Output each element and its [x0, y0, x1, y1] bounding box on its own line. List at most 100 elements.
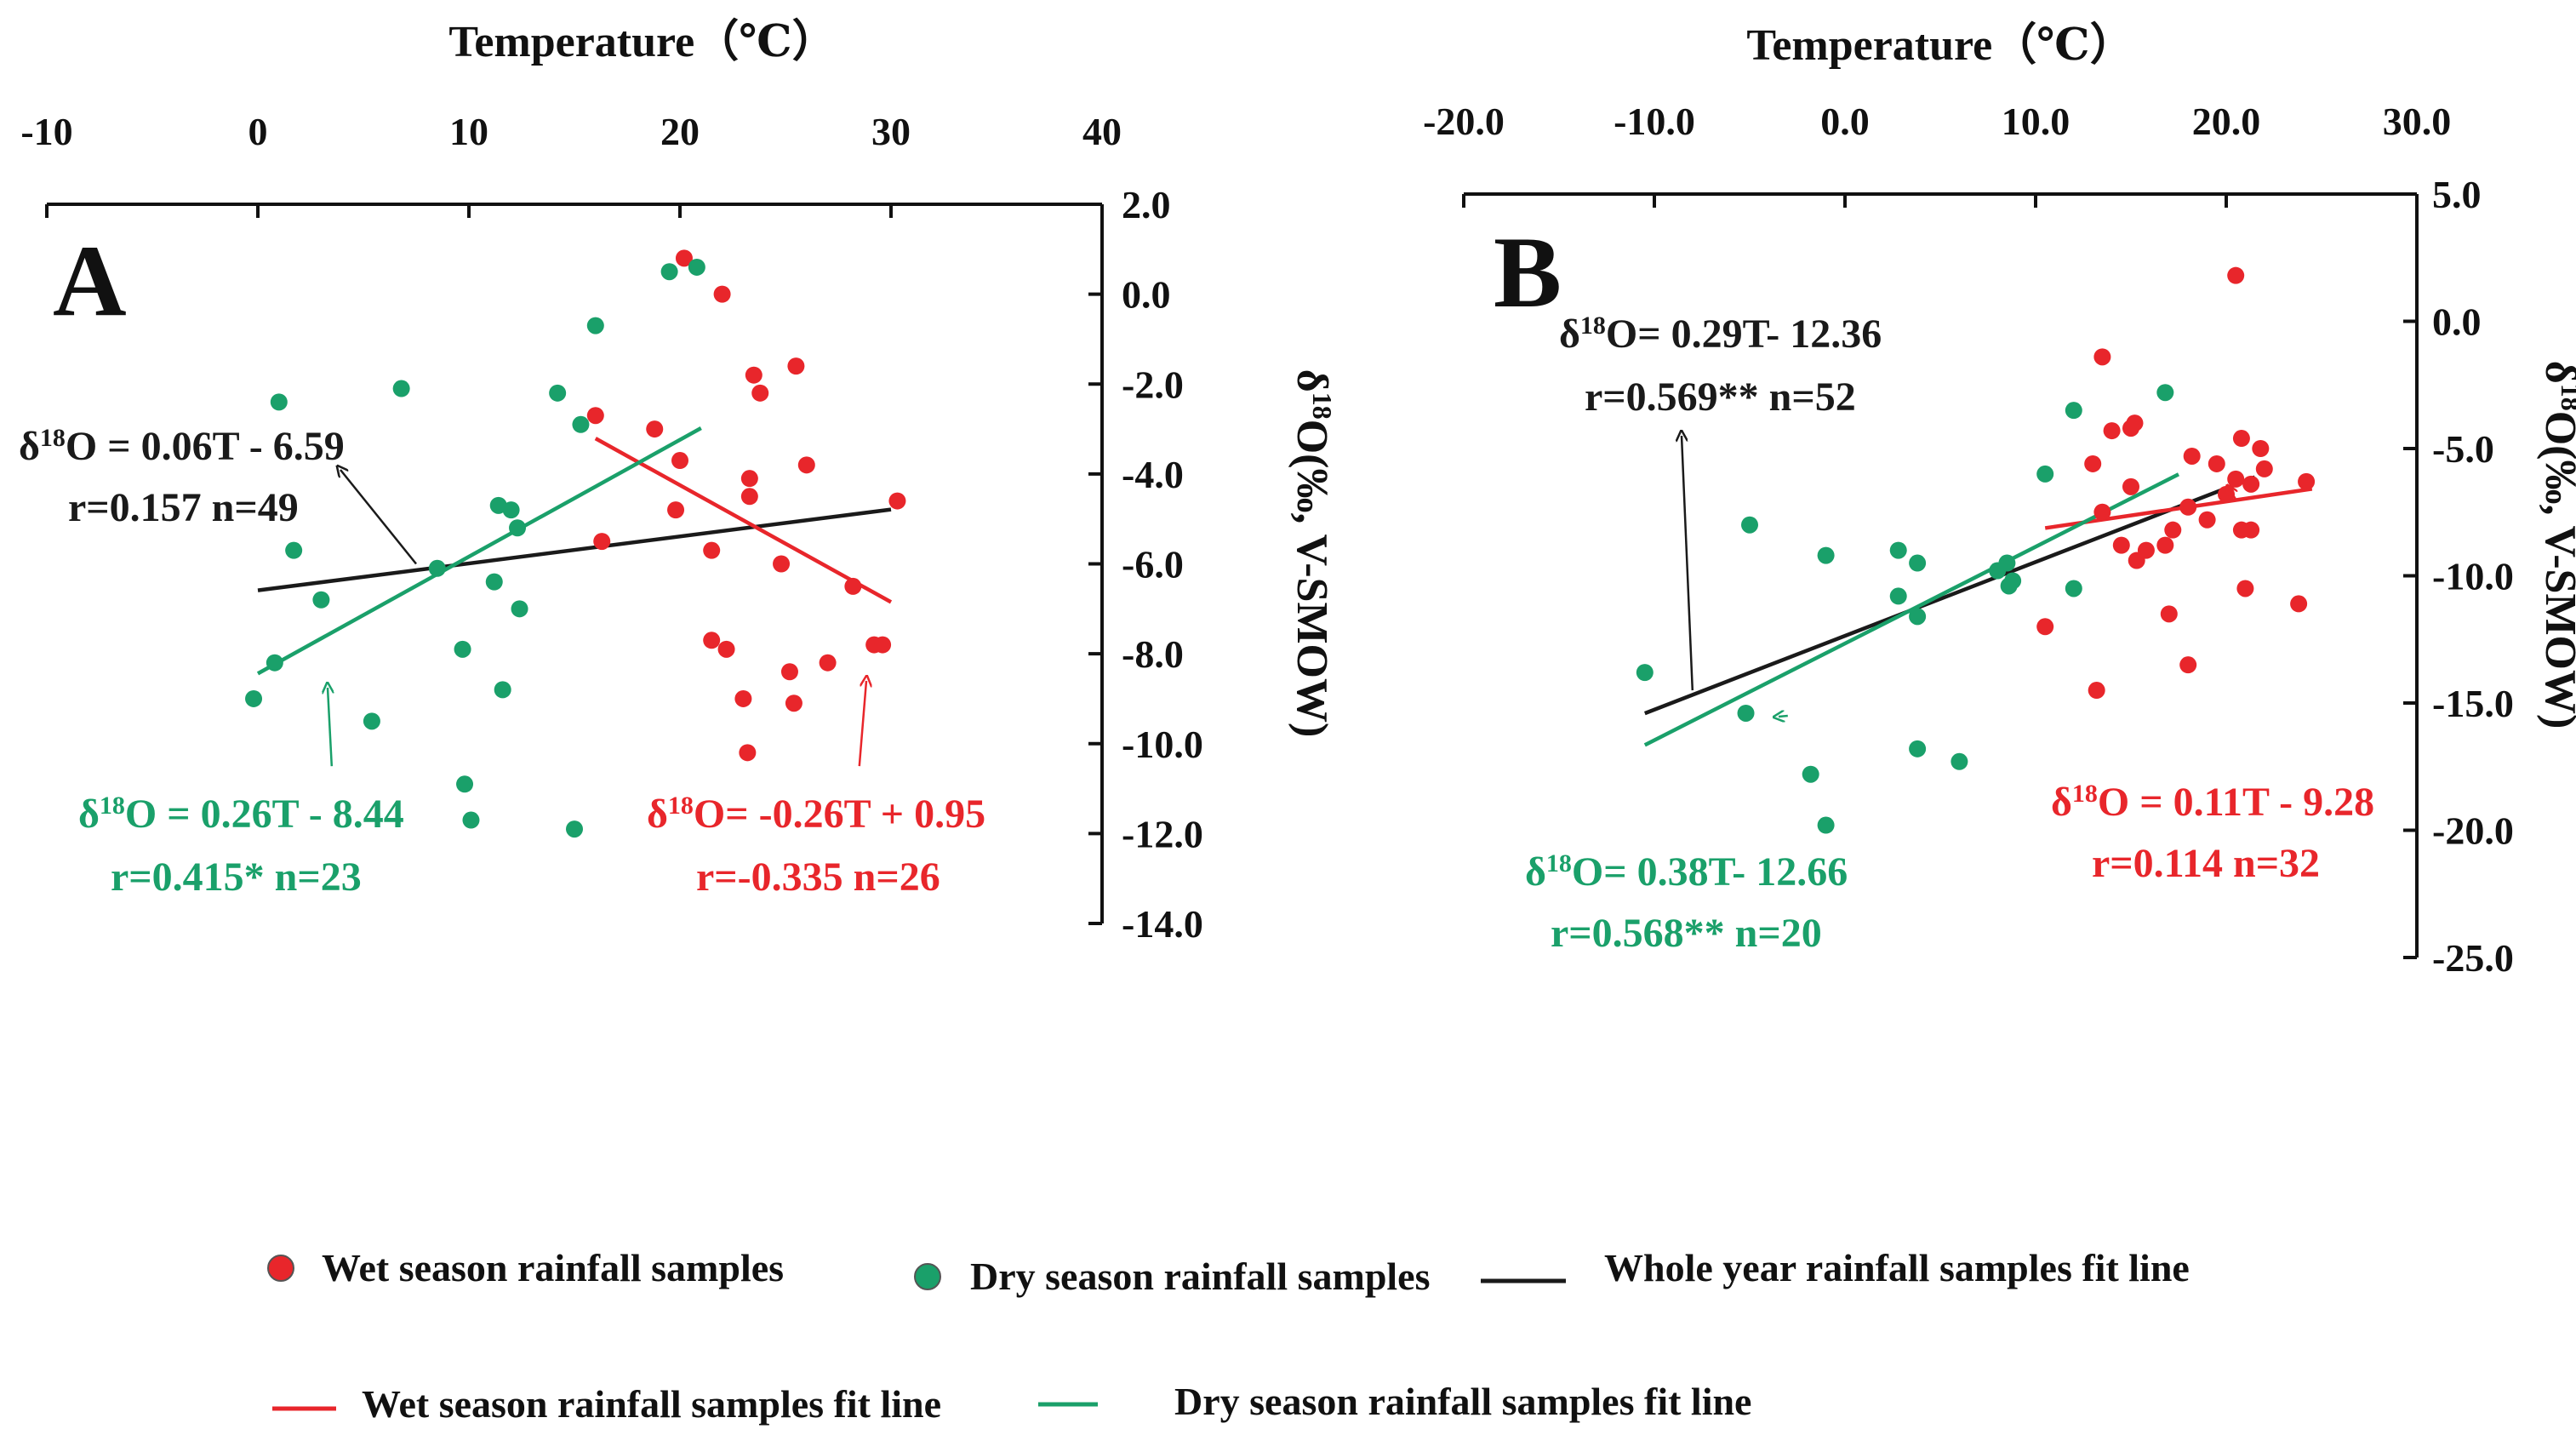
data-point: [2227, 266, 2245, 284]
x-tick-label: 30: [871, 110, 911, 153]
data-point: [1817, 546, 1835, 564]
data-point: [646, 420, 664, 438]
fit-line: [257, 507, 892, 592]
panel-b-axes: [1462, 192, 2419, 959]
data-point: [1737, 704, 1755, 722]
x-tick-label: 10: [449, 110, 488, 153]
legend-label: Dry season rainfall samples: [970, 1255, 1431, 1298]
x-tick-label: 10.0: [2002, 100, 2071, 143]
data-point: [462, 811, 480, 829]
data-point: [502, 501, 520, 519]
data-point: [703, 632, 721, 649]
y-tick-label: 2.0: [1122, 183, 1171, 226]
data-point: [2242, 521, 2260, 539]
data-point: [2103, 422, 2121, 440]
data-point: [2156, 384, 2174, 402]
data-point: [675, 249, 693, 267]
fit-line: [594, 437, 893, 604]
data-point: [2255, 460, 2273, 477]
data-point: [740, 470, 758, 488]
data-point: [2122, 477, 2139, 495]
data-point: [671, 452, 688, 470]
data-point: [2227, 470, 2245, 488]
data-point: [2126, 414, 2144, 432]
data-point: [2112, 536, 2130, 554]
data-point: [494, 681, 511, 699]
data-point: [734, 689, 752, 707]
annotation-arrow: [1779, 716, 1788, 717]
data-point: [844, 577, 862, 595]
panel-b-fit-lines: [1643, 472, 2313, 747]
data-point: [2088, 682, 2105, 700]
data-point: [713, 285, 731, 303]
y-tick-label: -10.0: [2432, 555, 2514, 598]
panel-a-points: [245, 249, 906, 838]
data-point: [2128, 552, 2145, 569]
panel-b-annotations: δ18O= 0.29T- 12.36 r=0.569** n=52 δ18O= 0.…: [1525, 312, 2374, 957]
x-tick-label: 0.0: [1820, 100, 1870, 143]
regression-equation: δ18O = 0.06T - 6.59: [19, 424, 345, 470]
y-tick-label: -20.0: [2432, 809, 2514, 853]
data-point: [751, 384, 769, 402]
data-point: [703, 541, 721, 559]
data-point: [745, 366, 763, 384]
fit-line: [2044, 487, 2313, 530]
regression-stats: r=-0.335 n=26: [696, 855, 940, 900]
panel-a-annotations: δ18O = 0.06T - 6.59 r=0.157 n=49 δ18O = 0.…: [19, 424, 985, 900]
annotation-arrow: [1682, 436, 1694, 691]
data-point: [1802, 765, 1819, 783]
data-point: [785, 695, 803, 712]
data-point: [2160, 605, 2178, 623]
data-point: [739, 744, 757, 762]
legend-label: Wet season rainfall samples fit line: [362, 1382, 941, 1426]
regression-stats: r=0.568** n=20: [1551, 911, 1822, 956]
data-point: [1889, 587, 1907, 605]
data-point: [2290, 595, 2308, 613]
regression-stats: r=0.569** n=52: [1585, 374, 1856, 420]
data-point: [1636, 664, 1654, 682]
data-point: [270, 393, 288, 411]
regression-equation: δ18O= 0.29T- 12.36: [1559, 312, 1882, 357]
panel-b-y-ticks: 5.0 0.0 -5.0 -10.0 -15.0 -20.0 -25.0: [2432, 173, 2514, 980]
data-point: [1951, 752, 1968, 770]
x-tick-label: 40: [1082, 110, 1122, 153]
data-point: [2036, 618, 2054, 636]
legend-marker: [267, 1255, 294, 1282]
data-point: [2198, 511, 2216, 529]
data-point: [1909, 554, 1927, 572]
data-point: [2298, 472, 2316, 490]
y-tick-label: -6.0: [1122, 543, 1184, 586]
y-tick-label: 5.0: [2432, 173, 2482, 216]
data-point: [2164, 521, 2182, 539]
x-tick-label: -10: [20, 110, 72, 153]
data-point: [1817, 816, 1835, 834]
panel-a-y-ticks: 2.0 0.0 -2.0 -4.0 -6.0 -8.0 -10.0 -12.0 -14.0: [1122, 183, 1203, 946]
data-point: [888, 492, 906, 510]
x-tick-label: 20.0: [2192, 100, 2261, 143]
data-point: [740, 488, 758, 506]
data-point: [392, 380, 410, 397]
legend-marker: [914, 1263, 941, 1290]
panel-b-x-axis-title: Temperature（℃）: [1746, 20, 2133, 70]
data-point: [2156, 536, 2174, 554]
data-point: [285, 541, 303, 559]
annotation-arrow: [858, 681, 866, 767]
data-point: [2252, 440, 2270, 457]
y-tick-label: -8.0: [1122, 632, 1184, 676]
regression-stats: r=0.157 n=49: [68, 485, 299, 530]
data-point: [2065, 580, 2082, 597]
data-point: [2242, 475, 2260, 493]
legend-label: Wet season rainfall samples: [322, 1246, 784, 1289]
data-point: [2093, 503, 2111, 521]
data-point: [819, 654, 837, 672]
panel-a-fit-lines: [256, 426, 893, 676]
panel-b-y-axis-title: δ18O(‰, V-SMOW): [2536, 361, 2576, 729]
data-point: [312, 591, 330, 609]
y-tick-label: -10.0: [1122, 723, 1203, 766]
data-point: [1909, 740, 1927, 757]
panel-a-x-ticks: -10 0 10 20 30 40: [20, 110, 1122, 153]
data-point: [511, 600, 528, 618]
panel-a-x-axis-title: Temperature（℃）: [448, 17, 836, 66]
panel-a-y-axis-title: δ18O(‰, V-SMOW): [1288, 369, 1338, 738]
